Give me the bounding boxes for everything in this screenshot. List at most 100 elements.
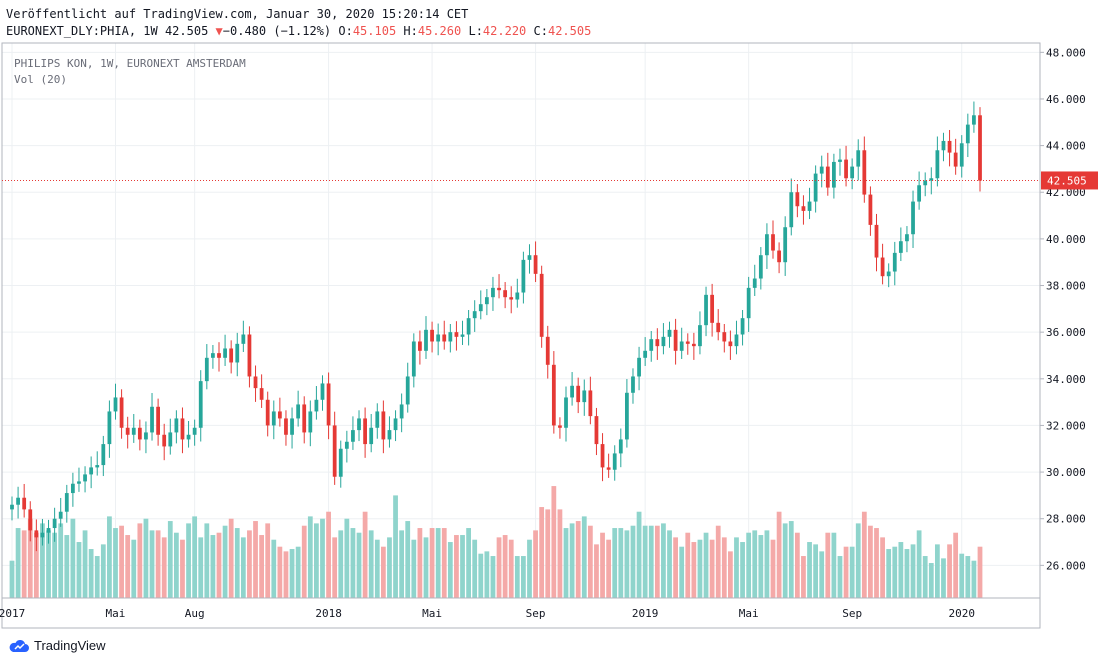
candle-body[interactable] xyxy=(265,399,270,426)
candle-body[interactable] xyxy=(369,427,374,445)
candle-body[interactable] xyxy=(965,124,970,144)
candle-body[interactable] xyxy=(789,192,794,228)
candle-body[interactable] xyxy=(521,259,526,293)
candle-body[interactable] xyxy=(497,287,501,291)
candle-body[interactable] xyxy=(418,341,422,351)
candle-body[interactable] xyxy=(868,194,873,225)
candle-body[interactable] xyxy=(643,350,648,358)
candle-body[interactable] xyxy=(235,343,240,363)
candle-body[interactable] xyxy=(351,430,355,442)
candle-body[interactable] xyxy=(150,406,154,433)
candle-body[interactable] xyxy=(728,341,733,347)
candle-body[interactable] xyxy=(180,418,185,440)
candle-body[interactable] xyxy=(935,150,940,179)
candle-body[interactable] xyxy=(131,427,136,435)
candle-body[interactable] xyxy=(241,334,246,344)
candle-body[interactable] xyxy=(10,504,14,510)
candle-body[interactable] xyxy=(137,427,142,440)
candle-body[interactable] xyxy=(308,411,313,433)
candle-body[interactable] xyxy=(911,201,915,235)
candle-body[interactable] xyxy=(284,418,288,435)
candle-body[interactable] xyxy=(58,511,63,519)
candle-body[interactable] xyxy=(564,397,568,428)
candle-body[interactable] xyxy=(125,427,130,435)
candle-body[interactable] xyxy=(70,483,75,494)
candle-body[interactable] xyxy=(606,467,611,470)
candle-body[interactable] xyxy=(661,336,666,347)
candle-body[interactable] xyxy=(442,334,447,342)
candle-body[interactable] xyxy=(929,178,934,181)
candle-body[interactable] xyxy=(570,385,574,398)
candle-body[interactable] xyxy=(795,192,800,207)
candle-body[interactable] xyxy=(40,532,45,538)
candle-body[interactable] xyxy=(862,150,867,195)
candle-body[interactable] xyxy=(825,166,830,188)
candle-body[interactable] xyxy=(838,159,842,162)
candle-body[interactable] xyxy=(223,348,227,358)
candle-body[interactable] xyxy=(655,339,660,347)
candle-body[interactable] xyxy=(162,434,167,447)
candle-body[interactable] xyxy=(448,332,453,342)
candle-body[interactable] xyxy=(363,418,367,445)
candle-body[interactable] xyxy=(34,530,39,538)
candle-body[interactable] xyxy=(277,411,282,419)
candle-body[interactable] xyxy=(52,518,57,529)
candle-body[interactable] xyxy=(874,224,879,258)
candle-body[interactable] xyxy=(819,166,824,174)
candle-body[interactable] xyxy=(722,332,727,342)
candle-body[interactable] xyxy=(186,434,191,440)
candle-body[interactable] xyxy=(314,399,319,412)
candle-body[interactable] xyxy=(89,467,94,475)
candle-body[interactable] xyxy=(539,273,544,337)
candle-body[interactable] xyxy=(375,411,380,428)
candle-body[interactable] xyxy=(765,234,769,256)
candle-body[interactable] xyxy=(625,392,629,440)
candle-body[interactable] xyxy=(22,497,27,510)
candle-body[interactable] xyxy=(484,297,489,305)
candle-body[interactable] xyxy=(941,140,946,151)
candle-body[interactable] xyxy=(972,115,976,125)
candle-body[interactable] xyxy=(515,292,520,300)
candle-body[interactable] xyxy=(113,397,118,412)
candle-body[interactable] xyxy=(880,257,885,277)
candle-body[interactable] xyxy=(454,332,459,337)
candle-body[interactable] xyxy=(290,418,294,435)
candle-body[interactable] xyxy=(174,418,179,433)
candles[interactable] xyxy=(10,101,982,552)
candle-body[interactable] xyxy=(905,234,909,242)
candle-body[interactable] xyxy=(247,334,252,377)
candle-body[interactable] xyxy=(156,406,161,435)
candle-body[interactable] xyxy=(801,206,806,211)
candle-body[interactable] xyxy=(545,336,550,365)
candle-body[interactable] xyxy=(424,329,428,351)
candle-body[interactable] xyxy=(953,152,958,167)
candle-body[interactable] xyxy=(631,376,635,393)
candle-body[interactable] xyxy=(399,404,404,419)
candle-body[interactable] xyxy=(198,381,203,428)
candle-body[interactable] xyxy=(491,287,495,298)
candle-body[interactable] xyxy=(673,329,678,351)
candle-body[interactable] xyxy=(83,474,87,482)
candle-body[interactable] xyxy=(771,234,775,251)
candle-body[interactable] xyxy=(777,250,781,263)
candle-body[interactable] xyxy=(107,411,112,445)
candle-body[interactable] xyxy=(807,201,812,211)
tradingview-brand[interactable]: TradingView xyxy=(8,638,106,653)
candle-body[interactable] xyxy=(600,444,605,468)
candle-body[interactable] xyxy=(588,390,593,417)
candle-body[interactable] xyxy=(296,404,301,419)
candle-body[interactable] xyxy=(338,448,343,477)
candle-body[interactable] xyxy=(923,180,928,186)
candle-body[interactable] xyxy=(831,161,836,188)
candle-body[interactable] xyxy=(844,159,848,179)
candle-body[interactable] xyxy=(740,318,745,335)
candle-body[interactable] xyxy=(478,304,483,312)
candle-body[interactable] xyxy=(472,311,477,319)
candle-body[interactable] xyxy=(332,425,337,477)
candle-body[interactable] xyxy=(594,416,599,445)
candle-body[interactable] xyxy=(229,348,234,363)
candle-body[interactable] xyxy=(856,150,861,167)
candle-body[interactable] xyxy=(46,528,51,533)
candle-body[interactable] xyxy=(813,173,818,202)
